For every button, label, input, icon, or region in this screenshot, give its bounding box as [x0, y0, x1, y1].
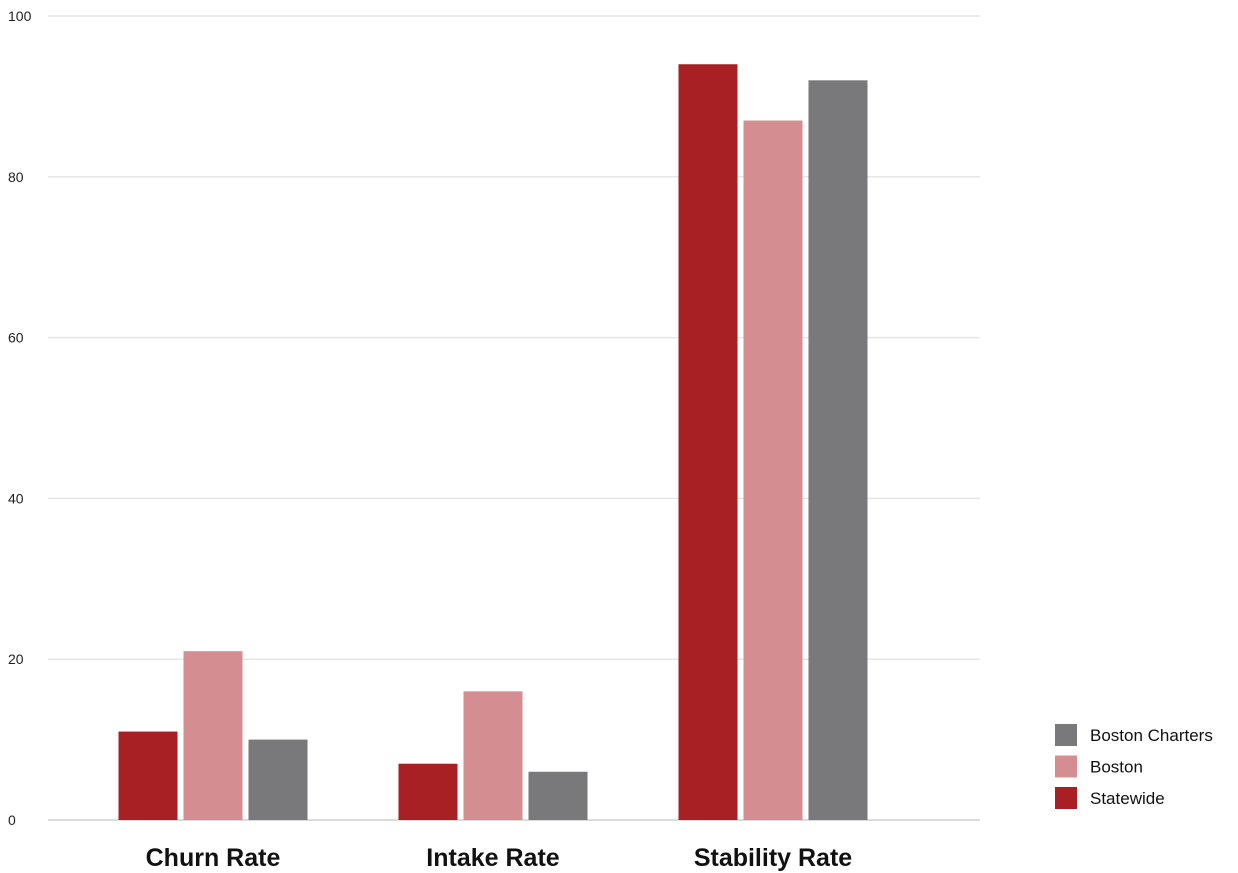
y-tick-label: 80: [8, 169, 24, 185]
bar-boston-charters-churn-rate: [248, 739, 308, 820]
x-category-label: Churn Rate: [146, 844, 281, 872]
legend: Boston Charters Boston Statewide: [1055, 724, 1213, 809]
legend-label: Statewide: [1090, 789, 1165, 808]
y-tick-label: 60: [8, 330, 24, 346]
bar-boston-charters-stability-rate: [808, 80, 868, 820]
y-axis-ticks: 0 20 40 60 80 100: [8, 8, 32, 828]
y-tick-label: 100: [8, 8, 32, 24]
legend-label: Boston Charters: [1090, 726, 1213, 745]
y-tick-label: 20: [8, 651, 24, 667]
x-category-label: Stability Rate: [694, 844, 852, 872]
legend-swatch: [1055, 755, 1077, 778]
bar-statewide-stability-rate: [678, 64, 738, 821]
bar-boston-stability-rate: [743, 120, 803, 820]
bar-statewide-intake-rate: [398, 763, 458, 820]
bar-boston-intake-rate: [463, 691, 523, 820]
legend-swatch: [1055, 787, 1077, 809]
bars: [118, 64, 868, 821]
legend-swatch: [1055, 724, 1077, 746]
legend-label: Boston: [1090, 758, 1143, 777]
bar-statewide-churn-rate: [118, 731, 178, 820]
y-tick-label: 40: [8, 490, 24, 506]
y-tick-label: 0: [8, 812, 16, 828]
bar-boston-churn-rate: [183, 651, 243, 820]
x-axis-categories: Churn Rate Intake Rate Stability Rate: [146, 844, 853, 872]
x-category-label: Intake Rate: [426, 844, 559, 872]
bar-boston-charters-intake-rate: [528, 771, 588, 820]
